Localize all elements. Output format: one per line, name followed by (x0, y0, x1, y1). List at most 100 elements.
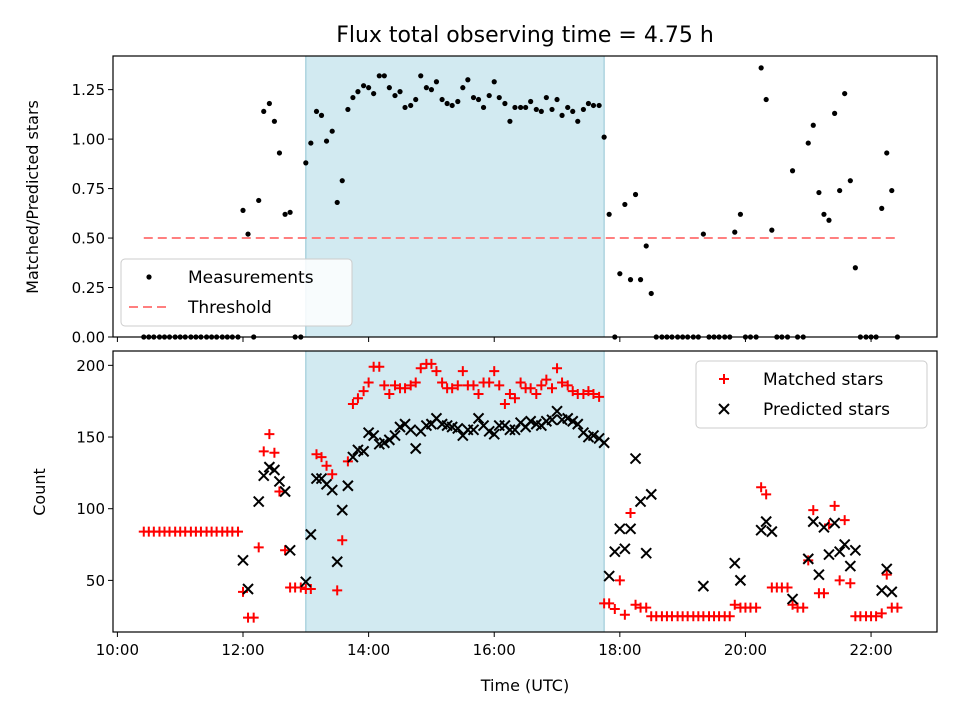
data-point (360, 83, 367, 89)
data-point (849, 544, 862, 556)
data-point (588, 389, 599, 400)
data-point (889, 187, 895, 194)
data-point (619, 543, 631, 555)
y-tick-label: 50 (86, 572, 105, 590)
data-point (538, 108, 544, 115)
data-point (389, 380, 400, 391)
data-point (876, 584, 888, 597)
data-point (832, 110, 838, 116)
data-point (596, 102, 602, 109)
data-point (818, 588, 829, 599)
data-point (273, 475, 286, 488)
data-point (580, 106, 587, 113)
data-point (352, 393, 363, 404)
data-point (624, 523, 637, 535)
data-point (528, 98, 534, 105)
data-point (761, 489, 772, 500)
data-point (786, 593, 799, 605)
data-point (575, 118, 581, 124)
series-measurements (141, 65, 901, 340)
data-point (404, 424, 417, 436)
x-tick-label: 14:00 (347, 641, 390, 659)
data-point (258, 446, 269, 457)
data-point (572, 418, 584, 430)
data-point (242, 583, 254, 595)
data-point (758, 65, 764, 71)
data-point (455, 98, 461, 105)
data-point (871, 611, 882, 622)
observing-window-shade (305, 351, 605, 632)
data-point (807, 515, 819, 528)
data-point (643, 243, 649, 249)
data-point (499, 399, 510, 410)
data-point (585, 100, 592, 107)
data-point (829, 500, 840, 511)
data-point (562, 380, 573, 391)
top-panel: 0.00 0.25 0.50 0.75 1.00 1.25 Matched/Predict… (23, 55, 938, 347)
data-point (489, 366, 500, 377)
data-point (410, 377, 421, 388)
data-point (509, 424, 521, 436)
data-point (531, 389, 542, 400)
data-point (546, 414, 558, 426)
data-point (769, 227, 775, 233)
data-point (844, 560, 857, 572)
data-point (433, 79, 440, 85)
legend-swatch (146, 274, 152, 280)
data-point (543, 94, 549, 101)
data-point (357, 445, 370, 458)
data-point (541, 374, 552, 385)
data-point (598, 437, 610, 449)
data-point (457, 366, 468, 377)
data-point (834, 575, 845, 586)
data-point (632, 191, 639, 198)
data-point (237, 554, 249, 567)
data-point (697, 580, 710, 592)
data-point (350, 94, 356, 101)
data-point (274, 486, 285, 497)
data-point (313, 108, 320, 115)
data-point (629, 452, 642, 465)
data-point (384, 389, 395, 400)
data-point (423, 85, 429, 91)
data-point (279, 485, 291, 498)
x-tick-label: 18:00 (598, 641, 641, 659)
data-point (892, 602, 903, 613)
data-point (402, 104, 408, 111)
data-point (559, 112, 565, 118)
y-tick-label: 200 (76, 357, 105, 375)
data-point (405, 380, 416, 391)
data-point (379, 380, 390, 391)
data-point (473, 389, 484, 400)
data-point (232, 526, 243, 537)
data-point (347, 451, 359, 463)
data-point (475, 96, 482, 103)
data-point (845, 578, 856, 589)
data-point (465, 77, 471, 83)
data-point (509, 393, 520, 404)
data-point (336, 504, 348, 516)
data-point (321, 460, 332, 471)
data-point (823, 548, 835, 561)
data-point (415, 363, 426, 374)
data-point (504, 389, 515, 400)
legend-box (695, 360, 928, 429)
data-point (718, 403, 730, 415)
data-point (604, 598, 615, 609)
data-point (386, 85, 392, 91)
bottom-panel: 50 100 150 200 10:00 12:00 14:00 16:00 18:00 20:0… (30, 350, 938, 695)
data-point (637, 277, 644, 283)
data-point (884, 150, 890, 156)
top-y-axis-label: Matched/Predicted stars (23, 100, 42, 294)
bottom-axes: 50 100 150 200 10:00 12:00 14:00 16:00 18:00 20:0… (76, 357, 892, 659)
y-tick-label: 150 (76, 429, 105, 447)
data-point (821, 211, 827, 217)
data-point (609, 604, 620, 615)
observing-window-shade (305, 56, 605, 337)
x-tick-label: 16:00 (473, 641, 516, 659)
data-point (881, 569, 892, 580)
y-tick-label: 0.25 (72, 279, 105, 297)
y-tick-label: 1.25 (72, 81, 105, 99)
data-point (367, 429, 380, 442)
